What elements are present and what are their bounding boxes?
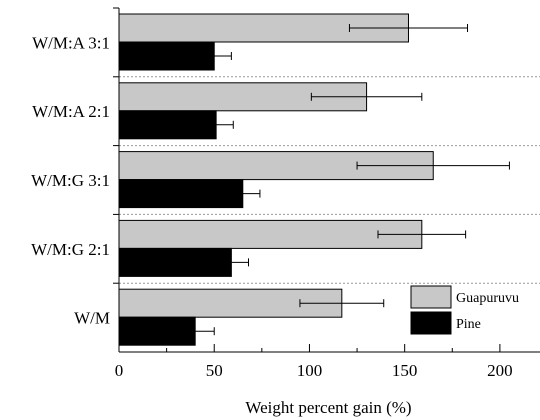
x-tick-label-150: 150	[392, 361, 418, 380]
category-label-w-m-g-2-1: W/M:G 2:1	[31, 240, 110, 259]
category-labels: W/M:A 3:1 W/M:A 2:1 W/M:G 3:1 W/M:G 2:1 W/M	[31, 33, 110, 327]
category-label-w-m-g-3-1: W/M:G 3:1	[31, 171, 110, 190]
legend: Guapuruvu Pine	[410, 285, 519, 335]
category-label-w-m-a-3-1: W/M:A 3:1	[32, 33, 110, 52]
bars	[118, 13, 434, 346]
legend-swatch-guapuruvu	[410, 285, 452, 309]
x-axis-title: Weight percent gain (%)	[245, 398, 411, 417]
bar-guapuruvu-w-m-g-2-1	[118, 219, 423, 249]
x-tick-label-200: 200	[487, 361, 513, 380]
legend-label-guapuruvu: Guapuruvu	[456, 291, 519, 306]
category-label-w-m: W/M	[74, 309, 110, 328]
x-tick-label-0: 0	[115, 361, 124, 380]
error-bars	[175, 24, 510, 336]
category-label-w-m-a-2-1: W/M:A 2:1	[32, 102, 110, 121]
bar-pine-w-m-g-3-1	[118, 179, 244, 209]
legend-label-pine: Pine	[456, 317, 481, 332]
x-tick-label-50: 50	[206, 361, 223, 380]
x-tick-label-100: 100	[297, 361, 323, 380]
axes	[113, 7, 540, 353]
x-ticks: 0 50 100 150 200	[115, 344, 513, 380]
legend-swatch-pine	[410, 311, 452, 335]
